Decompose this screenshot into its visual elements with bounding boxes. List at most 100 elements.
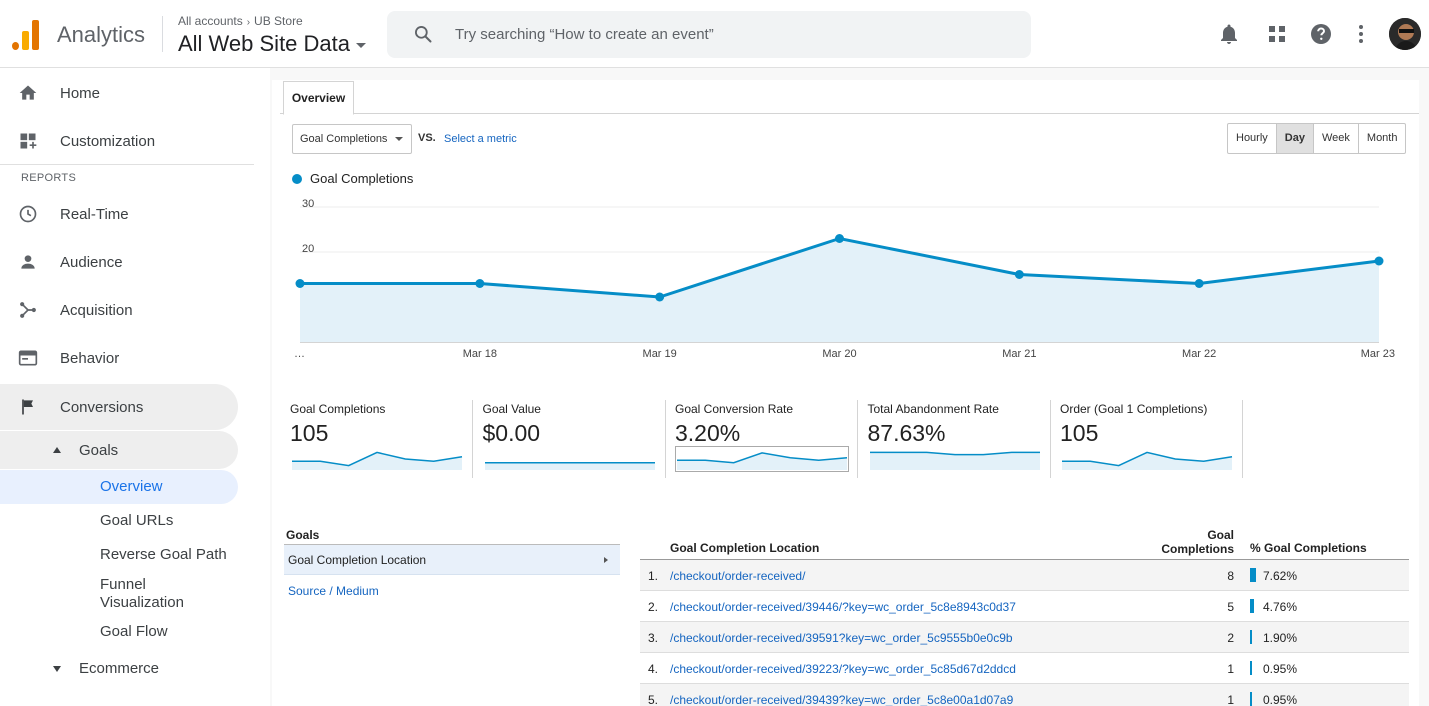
sidebar-item-funnel-visualization[interactable]: Funnel Visualization — [0, 574, 238, 614]
tab-divider — [280, 113, 1419, 114]
row-index: 2. — [648, 600, 659, 614]
granularity-week-button[interactable]: Week — [1314, 124, 1359, 153]
location-link[interactable]: /checkout/order-received/39591?key=wc_or… — [670, 631, 1013, 645]
chevron-right-icon — [604, 557, 608, 563]
pct-value: 0.95% — [1263, 693, 1298, 706]
source-medium-link[interactable]: Source / Medium — [288, 584, 379, 598]
sidebar-item-label: Behavior — [60, 349, 120, 367]
legend-label: Goal Completions — [310, 171, 414, 186]
sidebar-item-label: Real-Time — [60, 205, 129, 223]
sidebar-item-audience[interactable]: Audience — [0, 239, 238, 285]
sparkline-area — [869, 452, 1040, 470]
col-count-header[interactable]: Goal Completions — [1161, 528, 1234, 556]
granularity-hourly-button[interactable]: Hourly — [1228, 124, 1277, 153]
x-tick-label: Mar 21 — [1002, 348, 1036, 360]
bell-icon[interactable] — [1217, 22, 1241, 46]
row-index: 1. — [648, 569, 659, 583]
top-bar: Analytics All accounts › UB Store All Web … — [0, 0, 1429, 68]
col-count-line2: Completions — [1161, 542, 1234, 556]
scorecard[interactable]: Order (Goal 1 Completions) 105 — [1060, 402, 1250, 482]
sidebar-item-realtime[interactable]: Real-Time — [0, 191, 238, 237]
completion-count: 1 — [1227, 693, 1234, 706]
goals-divider — [284, 544, 620, 545]
scorecard-name: Goal Completions — [290, 402, 386, 416]
data-point — [1374, 256, 1384, 266]
sidebar-item-label: Conversions — [60, 398, 144, 416]
sidebar-item-label: Audience — [60, 253, 123, 271]
search-box[interactable] — [387, 11, 1031, 58]
pct-bar — [1250, 568, 1256, 582]
header-divider — [162, 16, 163, 52]
avatar[interactable] — [1389, 18, 1421, 50]
scorecard[interactable]: Goal Value $0.00 — [483, 402, 673, 482]
metric-select[interactable]: Goal Completions — [292, 124, 412, 154]
sparkline-area — [1062, 452, 1232, 470]
row-index: 5. — [648, 693, 659, 706]
scorecard[interactable]: Goal Completions 105 — [290, 402, 480, 482]
scorecard-divider — [664, 400, 666, 478]
sparkline-line — [677, 452, 848, 464]
property-selector[interactable]: All Web Site Data — [178, 31, 367, 57]
apps-grid-icon[interactable] — [1265, 22, 1289, 46]
more-vert-icon[interactable] — [1349, 22, 1373, 46]
location-link[interactable]: /checkout/order-received/39223/?key=wc_o… — [670, 662, 1016, 676]
sidebar-item-conversions[interactable]: Conversions — [0, 384, 238, 430]
sidebar-item-goal-flow[interactable]: Goal Flow — [0, 615, 238, 649]
sidebar-item-overview[interactable]: Overview — [0, 470, 238, 504]
sparkline — [869, 451, 1040, 470]
granularity-month-button[interactable]: Month — [1366, 132, 1398, 144]
breadcrumb-store[interactable]: UB Store — [254, 14, 303, 28]
col-pct-header[interactable]: % Goal Completions — [1250, 541, 1367, 555]
location-link[interactable]: /checkout/order-received/39446/?key=wc_o… — [670, 600, 1016, 614]
vs-label: VS. — [418, 132, 436, 144]
search-icon — [415, 26, 432, 43]
pct-value: 0.95% — [1263, 662, 1298, 676]
sidebar-item-customization[interactable]: Customization — [0, 118, 238, 164]
breadcrumb[interactable]: All accounts › UB Store — [178, 14, 303, 28]
table-row: 1. /checkout/order-received/8 7.62% — [640, 560, 1409, 591]
chart-legend: Goal Completions — [292, 171, 413, 186]
search-input[interactable] — [455, 11, 1015, 58]
sidebar-item-label: Ecommerce — [79, 659, 160, 677]
breadcrumb-arrow: › — [246, 17, 251, 28]
legend-dot — [292, 174, 302, 184]
tab-overview[interactable]: Overview — [283, 81, 354, 115]
select-metric-link[interactable]: Select a metric — [444, 133, 517, 145]
acquisition-merge-icon — [20, 302, 36, 318]
sidebar-item-behavior[interactable]: Behavior — [0, 335, 238, 381]
x-tick-label: Mar 20 — [822, 348, 856, 360]
main-content: Overview Goal Completions VS. Select a m… — [270, 68, 1429, 706]
analytics-logo-icon[interactable] — [12, 20, 40, 50]
sidebar-item-home[interactable]: Home — [0, 70, 238, 116]
col-location-header[interactable]: Goal Completion Location — [670, 541, 820, 555]
sparkline-area — [484, 462, 655, 470]
x-tick-label: Mar 23 — [1361, 348, 1395, 360]
sidebar-item-ecommerce[interactable]: Ecommerce — [0, 645, 238, 691]
sparkline-line — [869, 451, 1040, 456]
sidebar-item-label: Reverse Goal Path — [100, 546, 227, 563]
sidebar-item-reverse-goal-path[interactable]: Reverse Goal Path — [0, 538, 238, 572]
location-link[interactable]: /checkout/order-received/39439?key=wc_or… — [670, 693, 1014, 706]
series-area — [300, 238, 1379, 342]
sparkline-area — [292, 452, 462, 470]
table-row: 5. /checkout/order-received/39439?key=wc_… — [640, 684, 1409, 706]
table-header: Goal Completion Location Goal Completions… — [640, 525, 1409, 560]
sidebar-divider — [0, 164, 254, 165]
metric-select-value: Goal Completions — [300, 133, 388, 145]
sidebar-item-acquisition[interactable]: Acquisition — [0, 287, 238, 333]
pct-value: 7.62% — [1263, 569, 1298, 583]
location-link[interactable]: /checkout/order-received/ — [670, 569, 806, 583]
scorecard[interactable]: Total Abandonment Rate 87.63% — [868, 402, 1058, 482]
pct-value: 4.76% — [1263, 600, 1298, 614]
breadcrumb-accounts[interactable]: All accounts — [178, 14, 243, 28]
sidebar-item-label: Overview — [100, 478, 163, 495]
goal-completion-location-item[interactable]: Goal Completion Location — [284, 545, 620, 575]
help-icon[interactable] — [1309, 22, 1333, 46]
pct-bar — [1250, 599, 1254, 613]
sidebar-item-goal-urls[interactable]: Goal URLs — [0, 504, 238, 538]
row-index: 4. — [648, 662, 659, 676]
scorecard[interactable]: Goal Conversion Rate 3.20% — [675, 402, 865, 482]
granularity-day-button[interactable]: Day — [1276, 124, 1314, 153]
sidebar-item-goals[interactable]: Goals — [0, 431, 238, 469]
